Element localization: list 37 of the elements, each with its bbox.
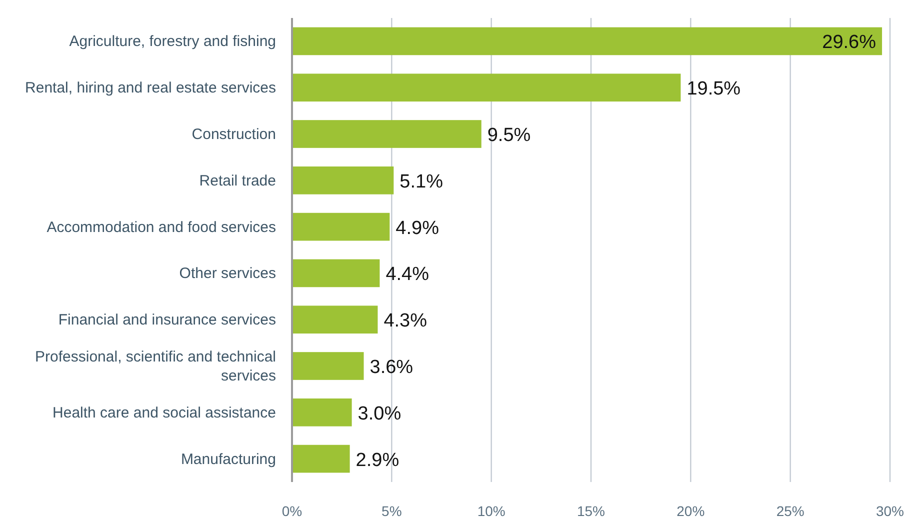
bar — [292, 259, 380, 288]
y-tick-label: Agriculture, forestry and fishing — [69, 33, 276, 50]
x-tick-label: 10% — [477, 503, 506, 519]
y-tick-label: Accommodation and food services — [46, 218, 276, 236]
y-tick-label: Professional, scientific and technical services — [35, 348, 276, 384]
y-tick-label: Rental, hiring and real estate services — [25, 80, 276, 97]
data-label: 5.1% — [400, 171, 444, 192]
x-tick-label: 30% — [876, 503, 904, 519]
bar — [292, 352, 364, 380]
x-tick-label: 0% — [282, 503, 302, 519]
y-tick-label: Construction — [192, 126, 276, 143]
x-tick-label: 5% — [382, 503, 402, 519]
data-label: 19.5% — [686, 78, 741, 100]
bar — [292, 74, 681, 102]
x-tick-label: 25% — [776, 503, 804, 519]
y-tick-label: Manufacturing — [180, 450, 276, 468]
x-tick-label: 15% — [576, 503, 606, 519]
y-tick-label: Other services — [179, 265, 276, 282]
bar — [292, 120, 482, 148]
data-label: 4.3% — [384, 310, 428, 332]
bar — [292, 166, 394, 194]
y-tick-label: Financial and insurance services — [58, 312, 276, 329]
data-label: 4.4% — [386, 264, 430, 286]
bar — [292, 398, 352, 426]
bar — [292, 27, 882, 56]
bar — [292, 306, 378, 334]
bar — [292, 212, 390, 241]
data-label: 3.6% — [370, 357, 414, 378]
bar — [292, 444, 350, 473]
x-tick-label: 20% — [676, 503, 705, 519]
data-label: 29.6% — [822, 32, 876, 54]
data-label: 9.5% — [487, 125, 531, 146]
data-label: 2.9% — [356, 450, 400, 471]
data-label: 3.0% — [358, 403, 402, 424]
y-tick-label: Health care and social assistance — [52, 404, 276, 422]
y-tick-label: Retail trade — [199, 172, 276, 190]
data-label: 4.9% — [396, 218, 440, 239]
